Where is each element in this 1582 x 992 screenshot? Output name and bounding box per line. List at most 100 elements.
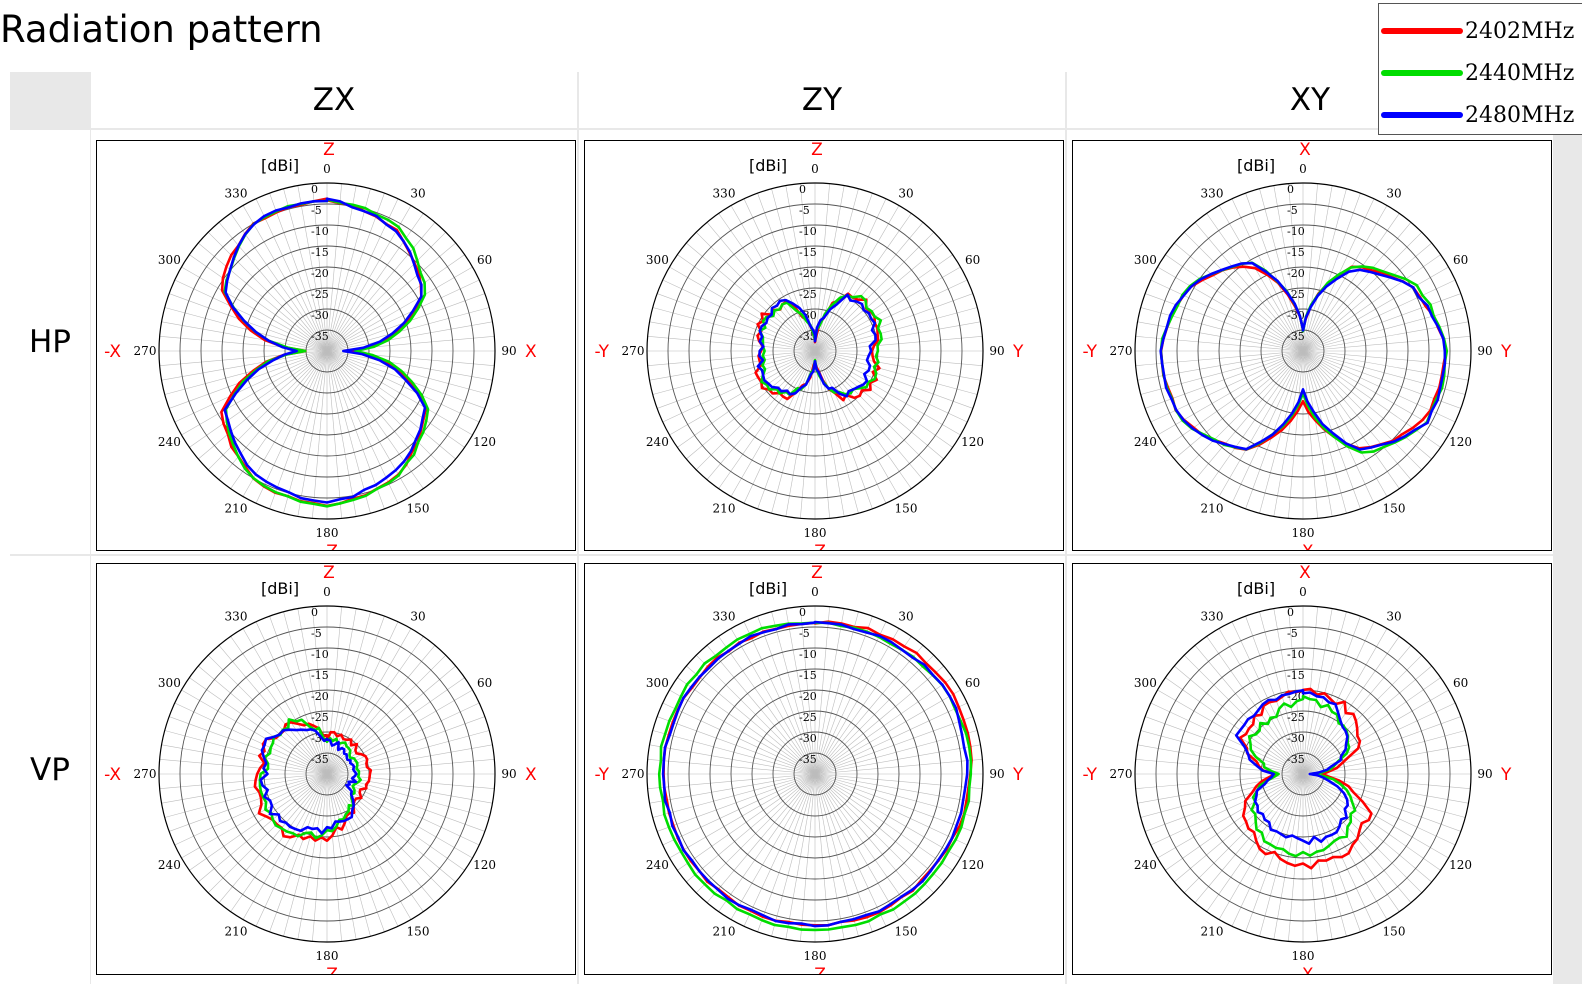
angle-tick-label: 240 [1134, 858, 1157, 872]
polar-ring [772, 731, 858, 817]
angle-tick-label: 90 [501, 344, 516, 358]
angle-tick-label: 270 [134, 344, 157, 358]
angle-tick-label: 240 [646, 858, 669, 872]
radial-tick-label: 0 [311, 183, 318, 196]
polar-ring [1197, 668, 1409, 880]
angle-tick-label: 120 [961, 435, 984, 449]
angle-tick-label: 180 [804, 526, 827, 540]
radial-tick-label: -20 [799, 267, 817, 280]
angle-tick-label: 30 [898, 609, 913, 623]
angle-tick-label: 210 [225, 502, 248, 516]
polar-ring [730, 266, 900, 436]
series-group [220, 197, 430, 508]
unit-label: [dBi] [749, 579, 787, 598]
polar-grid [646, 605, 984, 943]
polar-ring [1260, 731, 1346, 817]
legend-swatch [1381, 70, 1463, 76]
polar-ring [667, 626, 963, 922]
legend-item-2440: 2440MHz [1379, 56, 1574, 90]
angle-tick-label: 60 [965, 676, 980, 690]
angle-tick-label: 210 [1201, 925, 1224, 939]
legend-swatch [1381, 28, 1463, 34]
radial-tick-label: -20 [1287, 267, 1305, 280]
angle-tick-label: 0 [1299, 585, 1307, 599]
angle-tick-label: 180 [316, 949, 339, 963]
radial-tick-label: -30 [311, 309, 329, 322]
radial-tick-label: -10 [1287, 648, 1305, 661]
angle-tick-label: 240 [158, 858, 181, 872]
radial-tick-label: -35 [311, 753, 329, 766]
polar-ring [793, 752, 837, 796]
angle-tick-label: 330 [1201, 186, 1224, 200]
angle-tick-label: 300 [1134, 253, 1157, 267]
angle-tick-label: 60 [965, 253, 980, 267]
unit-label: [dBi] [1237, 579, 1275, 598]
series-line-2480MHz [1159, 261, 1447, 451]
radial-tick-label: -35 [799, 753, 817, 766]
polar-grid [1134, 182, 1472, 520]
angle-tick-label: 240 [1134, 435, 1157, 449]
angle-tick-label: 270 [622, 344, 645, 358]
axis-label-bottom: -Z [320, 542, 338, 551]
polar-ring [221, 245, 433, 457]
polar-ring [1239, 287, 1367, 415]
angle-tick-label: 90 [989, 767, 1004, 781]
angle-tick-label: 0 [811, 162, 819, 176]
series-line-2440MHz [1247, 694, 1357, 858]
radial-tick-label: -25 [799, 711, 817, 724]
radial-tick-label: 0 [311, 606, 318, 619]
page-title: Radiation pattern [0, 8, 323, 51]
radial-tick-label: -10 [1287, 225, 1305, 238]
angle-tick-label: 120 [473, 435, 496, 449]
polar-chart-hp-xy: 0 30 60 90 120 150 180 210 240 270 300 330 0 -5 -10 -15… [1072, 140, 1552, 551]
axis-label-top: X [1299, 141, 1311, 160]
series-line-2480MHz [259, 728, 358, 835]
polar-ring [667, 203, 963, 499]
angle-tick-label: 0 [323, 162, 331, 176]
polar-ring [688, 647, 942, 901]
polar-ring [305, 752, 349, 796]
angle-tick-label: 330 [1201, 609, 1224, 623]
angle-tick-label: 0 [1299, 162, 1307, 176]
polar-ring [646, 605, 984, 943]
series-line-2480MHz [756, 293, 877, 398]
polar-ring [158, 605, 496, 943]
polar-ring [284, 308, 370, 394]
radial-tick-label: -20 [799, 690, 817, 703]
angle-tick-label: 270 [134, 767, 157, 781]
polar-ring [1176, 647, 1430, 901]
angle-tick-label: 150 [407, 925, 430, 939]
angle-tick-label: 330 [713, 186, 736, 200]
polar-ring [263, 287, 391, 415]
angle-tick-label: 300 [646, 253, 669, 267]
polar-ring [1155, 626, 1451, 922]
angle-tick-label: 330 [225, 609, 248, 623]
axis-label-left: -Y [1082, 765, 1097, 785]
angle-tick-label: 30 [1386, 186, 1401, 200]
angle-tick-label: 0 [323, 585, 331, 599]
radial-tick-label: 0 [1287, 183, 1294, 196]
radial-tick-label: -10 [799, 225, 817, 238]
polar-ring [730, 689, 900, 859]
angle-tick-label: 270 [622, 767, 645, 781]
polar-ring [200, 647, 454, 901]
axis-label-bottom: -Z [808, 542, 826, 551]
polar-ring [709, 245, 921, 457]
axis-label-top: Z [811, 564, 823, 583]
radial-tick-label: -35 [311, 330, 329, 343]
axis-label-right: Y [1500, 342, 1512, 362]
axis-label-bottom: -X [1297, 965, 1314, 975]
angle-tick-label: 270 [1110, 344, 1133, 358]
radial-tick-label: -25 [311, 711, 329, 724]
angle-tick-label: 210 [225, 925, 248, 939]
series-group [657, 620, 973, 932]
polar-ring [179, 203, 475, 499]
radial-tick-label: -10 [799, 648, 817, 661]
axis-label-left: -Y [594, 342, 609, 362]
axis-label-right: X [525, 765, 537, 785]
angle-tick-label: 90 [501, 767, 516, 781]
polar-ring [179, 626, 475, 922]
column-header-zy: ZY [579, 72, 1065, 128]
polar-ring [1134, 605, 1472, 943]
radial-tick-label: -20 [311, 267, 329, 280]
